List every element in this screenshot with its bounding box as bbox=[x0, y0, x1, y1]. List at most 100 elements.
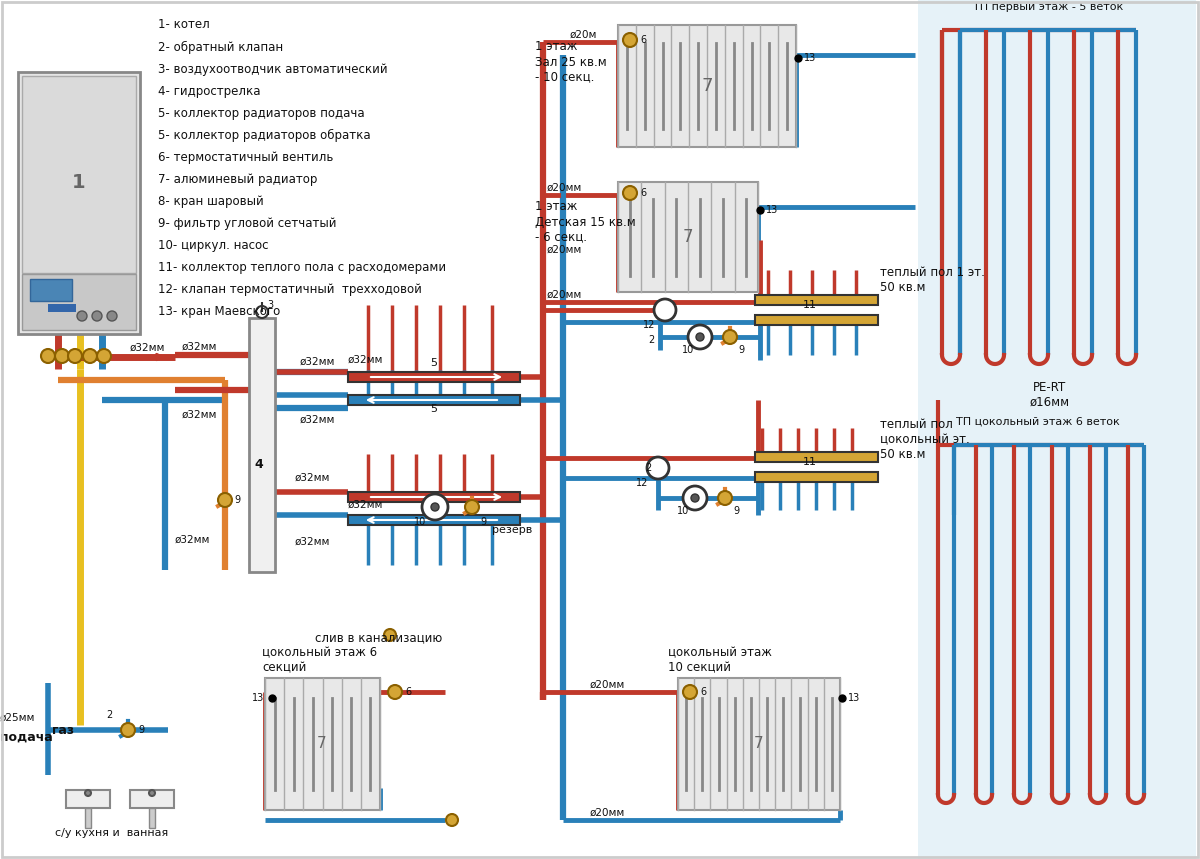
Text: 2: 2 bbox=[648, 335, 654, 345]
Text: 3- воздухоотводчик автоматический: 3- воздухоотводчик автоматический bbox=[158, 63, 388, 76]
Text: 13- кран Маевского: 13- кран Маевского bbox=[158, 304, 281, 318]
Text: ø25мм: ø25мм bbox=[0, 713, 35, 723]
Circle shape bbox=[691, 494, 698, 502]
Circle shape bbox=[55, 349, 70, 363]
Text: 11: 11 bbox=[803, 457, 817, 467]
Text: 5: 5 bbox=[431, 358, 438, 368]
Text: теплый пол 1 эт.
50 кв.м: теплый пол 1 эт. 50 кв.м bbox=[880, 266, 985, 294]
Text: 7- алюминевый радиатор: 7- алюминевый радиатор bbox=[158, 173, 317, 186]
Text: ø20мм: ø20мм bbox=[547, 183, 582, 193]
Text: ø32мм: ø32мм bbox=[182, 410, 217, 420]
Text: 1: 1 bbox=[72, 174, 86, 192]
Text: 10: 10 bbox=[677, 506, 689, 516]
Text: ø32мм: ø32мм bbox=[295, 537, 330, 547]
Text: 4: 4 bbox=[254, 459, 263, 472]
Text: 11: 11 bbox=[803, 300, 817, 310]
Bar bbox=[66, 790, 110, 808]
Bar bbox=[618, 25, 796, 147]
Text: 13: 13 bbox=[766, 205, 779, 215]
Text: ø32мм: ø32мм bbox=[175, 535, 210, 545]
Text: слив в канализацию: слив в канализацию bbox=[314, 631, 443, 644]
Text: 10: 10 bbox=[682, 345, 694, 355]
Text: резерв: резерв bbox=[492, 525, 533, 535]
Bar bbox=[265, 678, 380, 810]
Bar bbox=[18, 72, 140, 334]
Text: 12: 12 bbox=[643, 320, 655, 330]
Circle shape bbox=[446, 814, 458, 826]
Circle shape bbox=[149, 790, 155, 796]
Text: ø20мм: ø20мм bbox=[547, 290, 582, 300]
Circle shape bbox=[388, 685, 402, 699]
Text: 5: 5 bbox=[431, 404, 438, 414]
Text: ТП цокольный этаж 6 веток: ТП цокольный этаж 6 веток bbox=[956, 417, 1120, 427]
Circle shape bbox=[623, 33, 637, 47]
Bar bbox=[678, 678, 840, 810]
Circle shape bbox=[83, 349, 97, 363]
Bar bbox=[348, 492, 520, 502]
Text: 6: 6 bbox=[640, 35, 646, 45]
Circle shape bbox=[647, 457, 670, 479]
Text: 2: 2 bbox=[644, 463, 652, 473]
Text: подача: подача bbox=[0, 730, 53, 744]
Bar bbox=[30, 279, 72, 301]
Circle shape bbox=[107, 311, 118, 321]
Text: 8- кран шаровый: 8- кран шаровый bbox=[158, 194, 264, 208]
Circle shape bbox=[85, 790, 91, 796]
Circle shape bbox=[466, 500, 479, 514]
Text: ø32мм: ø32мм bbox=[348, 500, 383, 510]
Circle shape bbox=[718, 491, 732, 505]
Bar bbox=[48, 304, 76, 312]
Text: 13: 13 bbox=[252, 693, 264, 703]
Text: 12: 12 bbox=[636, 478, 648, 488]
Circle shape bbox=[256, 306, 268, 318]
Bar bbox=[85, 808, 91, 828]
Text: ø32мм: ø32мм bbox=[348, 355, 383, 365]
Text: ø32мм: ø32мм bbox=[130, 343, 166, 353]
Text: 13: 13 bbox=[848, 693, 860, 703]
Circle shape bbox=[77, 311, 88, 321]
Bar bbox=[348, 395, 520, 405]
Circle shape bbox=[97, 349, 112, 363]
Text: 9: 9 bbox=[138, 725, 144, 735]
Circle shape bbox=[384, 629, 396, 641]
Circle shape bbox=[654, 299, 676, 321]
Text: ø32мм: ø32мм bbox=[295, 473, 330, 483]
Text: 2: 2 bbox=[106, 710, 113, 720]
Bar bbox=[755, 315, 878, 325]
Text: 10- циркул. насос: 10- циркул. насос bbox=[158, 239, 269, 252]
Text: 1 этаж
Детская 15 кв.м
- 6 секц.: 1 этаж Детская 15 кв.м - 6 секц. bbox=[535, 200, 636, 243]
Circle shape bbox=[121, 723, 134, 737]
Text: 6: 6 bbox=[700, 687, 706, 697]
Circle shape bbox=[92, 311, 102, 321]
Text: 9: 9 bbox=[738, 345, 744, 355]
Text: ø20мм: ø20мм bbox=[547, 245, 582, 255]
Circle shape bbox=[688, 325, 712, 349]
Text: 7: 7 bbox=[754, 736, 764, 752]
Bar bbox=[22, 274, 136, 330]
Bar bbox=[348, 372, 520, 382]
Bar bbox=[918, 0, 1196, 859]
Circle shape bbox=[683, 685, 697, 699]
Text: 3: 3 bbox=[266, 300, 274, 310]
Text: ø20мм: ø20мм bbox=[590, 808, 625, 818]
Bar bbox=[755, 472, 878, 482]
Text: газ: газ bbox=[52, 723, 74, 736]
Bar bbox=[250, 318, 275, 572]
Text: ø20мм: ø20мм bbox=[590, 680, 625, 690]
Text: 12- клапан термостатичный  трехходовой: 12- клапан термостатичный трехходовой bbox=[158, 283, 422, 295]
Bar bbox=[149, 808, 155, 828]
Circle shape bbox=[218, 493, 232, 507]
Text: 9- фильтр угловой сетчатый: 9- фильтр угловой сетчатый bbox=[158, 216, 336, 229]
Text: 9: 9 bbox=[733, 506, 739, 516]
Text: с/у кухня и  ванная: с/у кухня и ванная bbox=[55, 828, 168, 838]
Circle shape bbox=[422, 494, 448, 520]
Text: 11- коллектор теплого пола с расходомерами: 11- коллектор теплого пола с расходомера… bbox=[158, 260, 446, 273]
Bar bbox=[22, 76, 136, 273]
Text: 7: 7 bbox=[317, 736, 326, 752]
Text: 10: 10 bbox=[414, 517, 426, 527]
Circle shape bbox=[431, 503, 439, 511]
Text: 6- термостатичный вентиль: 6- термостатичный вентиль bbox=[158, 150, 334, 163]
Circle shape bbox=[623, 186, 637, 200]
Text: 7: 7 bbox=[701, 77, 713, 95]
Circle shape bbox=[68, 349, 82, 363]
